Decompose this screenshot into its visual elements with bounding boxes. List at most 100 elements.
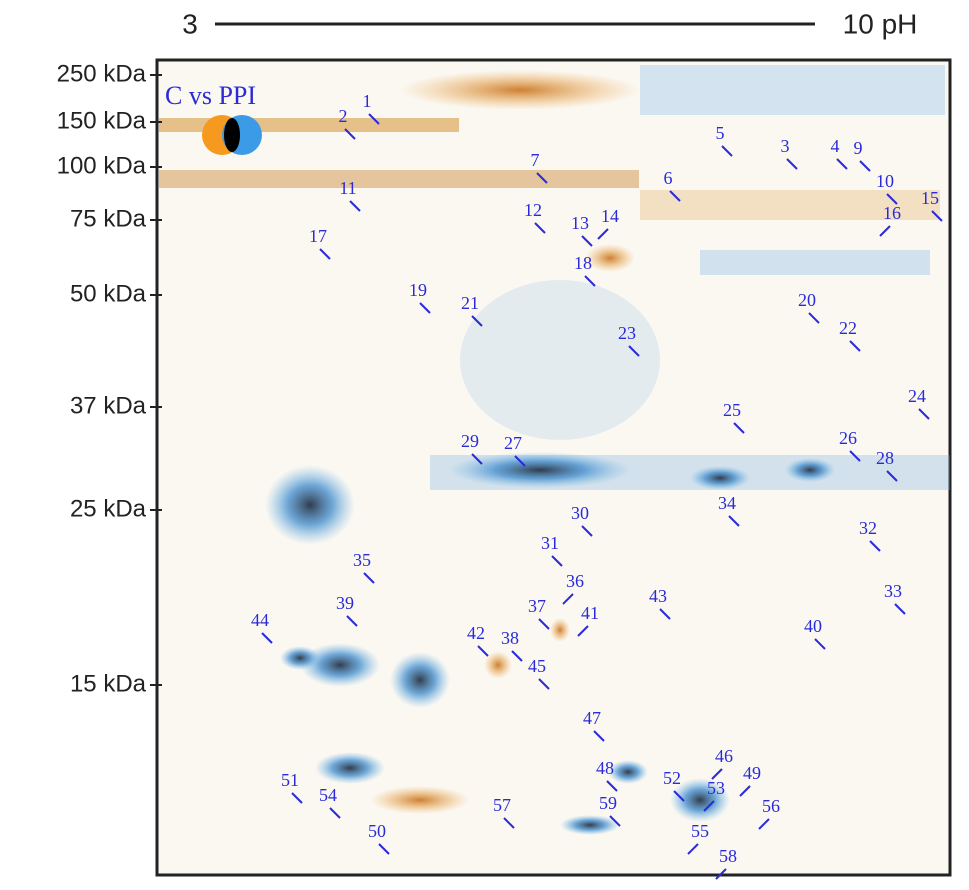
mw-label: 150 kDa bbox=[57, 107, 147, 134]
spot-arrow bbox=[715, 868, 727, 880]
legend-label: C vs PPI bbox=[165, 81, 256, 110]
spot-arrow bbox=[511, 650, 523, 662]
spot-label: 35 bbox=[353, 550, 371, 570]
spot-arrow bbox=[687, 843, 699, 855]
spot-label: 13 bbox=[571, 213, 589, 233]
spot-arrow bbox=[814, 638, 826, 650]
spot-label: 56 bbox=[762, 796, 780, 816]
spot-arrow bbox=[711, 768, 723, 780]
spot-arrow bbox=[931, 210, 943, 222]
spot-label: 25 bbox=[723, 400, 741, 420]
spot-label: 10 bbox=[876, 171, 894, 191]
spot-label: 15 bbox=[921, 188, 939, 208]
ph-right: 10 pH bbox=[843, 8, 918, 39]
spot-label: 48 bbox=[596, 758, 614, 778]
spot-arrow bbox=[886, 193, 898, 205]
spot-arrow bbox=[329, 807, 341, 819]
spot-label: 26 bbox=[839, 428, 857, 448]
spot-label: 43 bbox=[649, 586, 667, 606]
legend-overlap bbox=[224, 118, 240, 152]
spot-arrow bbox=[609, 815, 621, 827]
mw-label: 15 kDa bbox=[70, 670, 147, 697]
spot-arrow bbox=[673, 790, 685, 802]
spot-arrow bbox=[419, 302, 431, 314]
spot-arrow bbox=[849, 340, 861, 352]
gel-texture bbox=[159, 65, 950, 835]
spot-label: 19 bbox=[409, 280, 427, 300]
mw-label: 100 kDa bbox=[57, 152, 147, 179]
spot-arrow bbox=[378, 843, 390, 855]
spot-arrow bbox=[538, 678, 550, 690]
spot-arrow bbox=[551, 555, 563, 567]
spot-arrow bbox=[581, 235, 593, 247]
mw-label: 37 kDa bbox=[70, 392, 147, 419]
spot-label: 42 bbox=[467, 623, 485, 643]
mw-label: 75 kDa bbox=[70, 205, 147, 232]
spot-label: 17 bbox=[309, 226, 327, 246]
spot-label: 55 bbox=[691, 821, 709, 841]
spot-label: 33 bbox=[884, 581, 902, 601]
spot-arrow bbox=[886, 470, 898, 482]
spot-arrow bbox=[808, 312, 820, 324]
spot-arrow bbox=[869, 540, 881, 552]
spot-label: 11 bbox=[339, 178, 356, 198]
spot-arrow bbox=[879, 225, 891, 237]
spot-arrow bbox=[918, 408, 930, 420]
spot-arrow bbox=[562, 593, 574, 605]
spot-label: 51 bbox=[281, 770, 299, 790]
spot-arrow bbox=[733, 422, 745, 434]
spot-arrow bbox=[368, 113, 380, 125]
spot-label: 32 bbox=[859, 518, 877, 538]
spot-arrow bbox=[669, 190, 681, 202]
spot-arrow bbox=[581, 525, 593, 537]
spot-label: 16 bbox=[883, 203, 901, 223]
spot-arrow bbox=[786, 158, 798, 170]
spot-label: 24 bbox=[908, 386, 926, 406]
spot-arrow bbox=[477, 645, 489, 657]
spot-arrow bbox=[849, 450, 861, 462]
spot-label: 21 bbox=[461, 293, 479, 313]
spot-label: 47 bbox=[583, 708, 601, 728]
spot-arrow bbox=[471, 453, 483, 465]
spot-label: 14 bbox=[601, 206, 619, 226]
spot-arrow bbox=[291, 792, 303, 804]
spot-label: 36 bbox=[566, 571, 584, 591]
spot-label: 57 bbox=[493, 795, 511, 815]
spot-arrow bbox=[894, 603, 906, 615]
spot-label: 5 bbox=[716, 123, 725, 143]
spot-arrow bbox=[514, 455, 526, 467]
spot-label: 2 bbox=[339, 106, 348, 126]
spot-label: 46 bbox=[715, 746, 733, 766]
spot-label: 4 bbox=[831, 136, 840, 156]
spot-label: 3 bbox=[781, 136, 790, 156]
spot-label: 9 bbox=[854, 138, 863, 158]
spot-arrow bbox=[534, 222, 546, 234]
spot-arrow bbox=[703, 800, 715, 812]
spot-arrow bbox=[628, 345, 640, 357]
spot-label: 23 bbox=[618, 323, 636, 343]
spot-label: 29 bbox=[461, 431, 479, 451]
spot-label: 22 bbox=[839, 318, 857, 338]
spot-arrow bbox=[319, 248, 331, 260]
spot-arrow bbox=[584, 275, 596, 287]
mw-label: 50 kDa bbox=[70, 280, 147, 307]
spot-arrow bbox=[758, 818, 770, 830]
spot-label: 37 bbox=[528, 596, 546, 616]
spot-label: 58 bbox=[719, 846, 737, 866]
spot-arrow bbox=[471, 315, 483, 327]
spot-label: 44 bbox=[251, 610, 269, 630]
spot-arrow bbox=[344, 128, 356, 140]
spot-label: 38 bbox=[501, 628, 519, 648]
spot-arrow bbox=[593, 730, 605, 742]
spot-arrow bbox=[363, 572, 375, 584]
spot-arrow bbox=[538, 618, 550, 630]
spot-label: 52 bbox=[663, 768, 681, 788]
spot-label: 27 bbox=[504, 433, 522, 453]
spot-label: 1 bbox=[363, 91, 372, 111]
spot-label: 12 bbox=[524, 200, 542, 220]
spot-arrow bbox=[349, 200, 361, 212]
spot-arrow bbox=[659, 608, 671, 620]
spot-label: 59 bbox=[599, 793, 617, 813]
spot-label: 31 bbox=[541, 533, 559, 553]
